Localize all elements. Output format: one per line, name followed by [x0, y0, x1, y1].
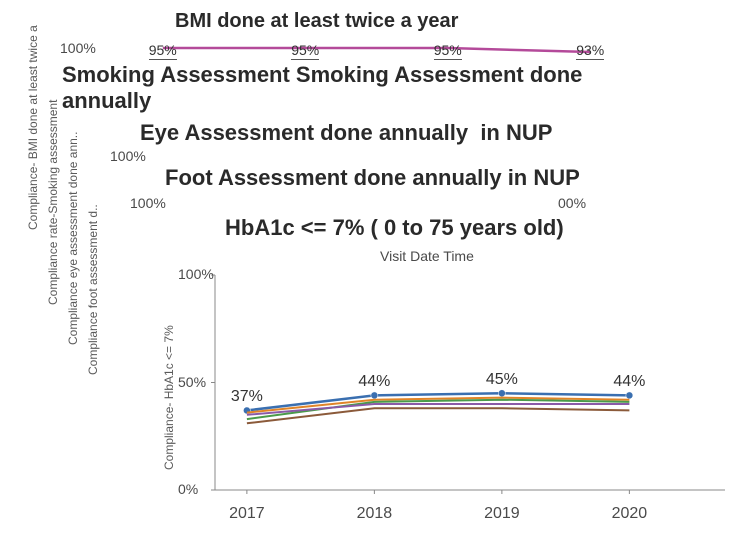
panel5-xlabel-2017: 2017	[229, 505, 265, 523]
panel5-ytick-100: 100%	[178, 266, 214, 282]
panel5-xlabel-2020: 2020	[612, 505, 648, 523]
panel5-xlabel-2018: 2018	[357, 505, 393, 523]
panel5-val-3: 44%	[613, 373, 645, 391]
yaxis-hba1c: Compliance- HbA1c <= 7%	[162, 325, 176, 470]
title-panel5: HbA1c <= 7% ( 0 to 75 years old)	[225, 215, 564, 241]
title-panel4: Foot Assessment done annually in NUP	[165, 165, 580, 191]
yaxis-smoking: Compliance rate-Smoking assessment	[46, 100, 60, 305]
panel4-ytick: 100%	[130, 195, 166, 211]
title-panel1: BMI done at least twice a year	[175, 10, 458, 33]
panel5-ytick-50: 50%	[178, 374, 206, 390]
panel5-subtitle: Visit Date Time	[380, 248, 474, 264]
panel1-val-2: 95%	[434, 42, 462, 60]
title-panel3: Eye Assessment done annually in NUP	[140, 120, 552, 146]
panel5-ytick-0: 0%	[178, 481, 198, 497]
panel1-val-1: 95%	[291, 42, 319, 60]
panel4-frag1: 00%	[558, 195, 586, 211]
chart-container: Compliance- BMI done at least twice a Com…	[0, 0, 749, 551]
title-panel2-0: Smoking Assessment Smoking Assessment do…	[62, 62, 582, 88]
yaxis-foot: Compliance foot assessment d..	[86, 204, 100, 375]
panel1-ytick: 100%	[60, 40, 96, 56]
panel1-val-0: 95%	[149, 42, 177, 60]
panel1-plot	[120, 38, 690, 62]
title-panel2-1: annually	[62, 88, 151, 114]
panel5-val-2: 45%	[486, 371, 518, 389]
panel5-xlabel-2019: 2019	[484, 505, 520, 523]
panel5-val-1: 44%	[358, 373, 390, 391]
yaxis-eye: Compliance eye assessment done ann..	[66, 132, 80, 345]
panel3-ytick: 100%	[110, 148, 146, 164]
panel5-val-0: 37%	[231, 388, 263, 406]
panel5-plot	[205, 265, 735, 500]
panel1-val-3: 93%	[576, 42, 604, 60]
yaxis-bmi: Compliance- BMI done at least twice a	[26, 25, 40, 230]
